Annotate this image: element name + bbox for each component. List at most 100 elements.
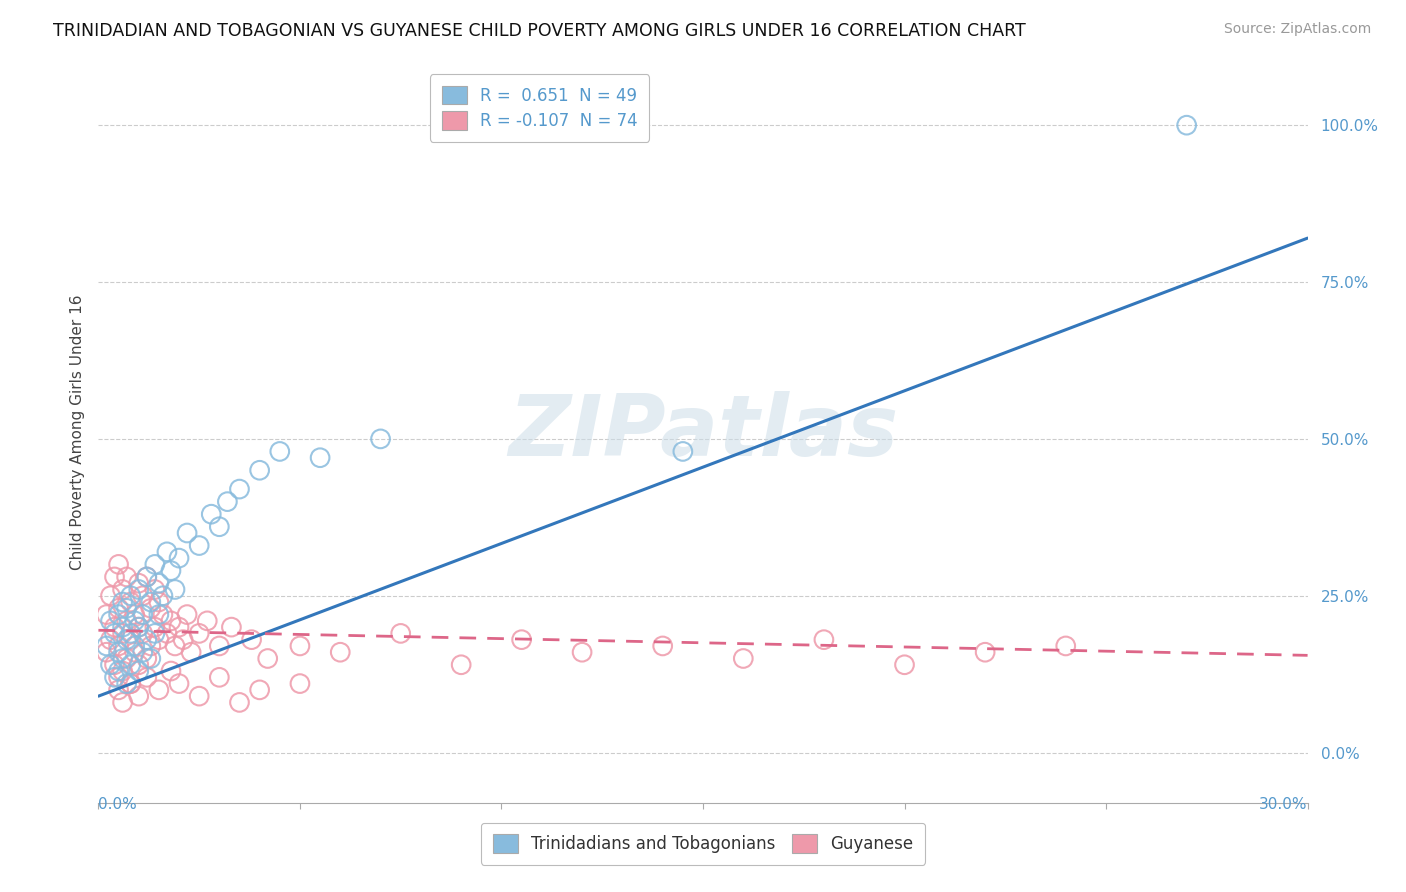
Point — [167, 551, 190, 566]
Point — [148, 595, 170, 609]
Point — [143, 582, 166, 597]
Point — [269, 444, 291, 458]
Point — [124, 607, 146, 622]
Point — [156, 545, 179, 559]
Point — [200, 507, 222, 521]
Point — [100, 589, 122, 603]
Point — [163, 582, 186, 597]
Point — [139, 651, 162, 665]
Point — [115, 614, 138, 628]
Text: Source: ZipAtlas.com: Source: ZipAtlas.com — [1223, 22, 1371, 37]
Point — [128, 620, 150, 634]
Point — [96, 607, 118, 622]
Point — [135, 670, 157, 684]
Point — [107, 639, 129, 653]
Point — [256, 651, 278, 665]
Point — [188, 689, 211, 703]
Point — [135, 632, 157, 647]
Point — [128, 582, 150, 597]
Text: 30.0%: 30.0% — [1260, 797, 1308, 812]
Point — [111, 651, 134, 665]
Point — [309, 450, 332, 465]
Text: TRINIDADIAN AND TOBAGONIAN VS GUYANESE CHILD POVERTY AMONG GIRLS UNDER 16 CORREL: TRINIDADIAN AND TOBAGONIAN VS GUYANESE C… — [53, 22, 1026, 40]
Point — [228, 695, 250, 709]
Point — [510, 632, 533, 647]
Point — [120, 626, 142, 640]
Point — [1175, 118, 1198, 132]
Point — [148, 576, 170, 591]
Point — [103, 670, 125, 684]
Point — [120, 657, 142, 672]
Point — [208, 520, 231, 534]
Point — [96, 645, 118, 659]
Point — [115, 570, 138, 584]
Point — [128, 620, 150, 634]
Point — [450, 657, 472, 672]
Point — [240, 632, 263, 647]
Point — [172, 632, 194, 647]
Point — [148, 607, 170, 622]
Point — [124, 639, 146, 653]
Point — [139, 595, 162, 609]
Point — [288, 676, 311, 690]
Point — [107, 670, 129, 684]
Point — [672, 444, 695, 458]
Point — [974, 645, 997, 659]
Point — [128, 689, 150, 703]
Point — [124, 614, 146, 628]
Point — [389, 626, 412, 640]
Point — [228, 482, 250, 496]
Point — [1054, 639, 1077, 653]
Point — [195, 614, 218, 628]
Point — [813, 632, 835, 647]
Point — [128, 664, 150, 678]
Point — [107, 645, 129, 659]
Point — [160, 664, 183, 678]
Point — [128, 576, 150, 591]
Point — [221, 620, 243, 634]
Point — [167, 620, 190, 634]
Point — [128, 657, 150, 672]
Point — [135, 651, 157, 665]
Point — [120, 676, 142, 690]
Point — [111, 695, 134, 709]
Point — [148, 632, 170, 647]
Point — [135, 570, 157, 584]
Point — [651, 639, 673, 653]
Point — [163, 639, 186, 653]
Point — [208, 670, 231, 684]
Point — [733, 651, 755, 665]
Point — [167, 676, 190, 690]
Point — [111, 664, 134, 678]
Point — [107, 601, 129, 615]
Point — [208, 639, 231, 653]
Point — [111, 595, 134, 609]
Point — [152, 607, 174, 622]
Point — [571, 645, 593, 659]
Point — [111, 582, 134, 597]
Point — [143, 558, 166, 572]
Point — [107, 607, 129, 622]
Point — [111, 626, 134, 640]
Point — [152, 589, 174, 603]
Point — [288, 639, 311, 653]
Point — [143, 620, 166, 634]
Point — [139, 639, 162, 653]
Point — [160, 614, 183, 628]
Point — [249, 463, 271, 477]
Point — [107, 664, 129, 678]
Point — [120, 632, 142, 647]
Point — [143, 626, 166, 640]
Point — [115, 676, 138, 690]
Point — [217, 494, 239, 508]
Point — [160, 564, 183, 578]
Point — [103, 657, 125, 672]
Point — [103, 620, 125, 634]
Y-axis label: Child Poverty Among Girls Under 16: Child Poverty Among Girls Under 16 — [69, 295, 84, 570]
Point — [111, 620, 134, 634]
Point — [176, 526, 198, 541]
Point — [120, 589, 142, 603]
Point — [180, 645, 202, 659]
Point — [120, 595, 142, 609]
Point — [135, 570, 157, 584]
